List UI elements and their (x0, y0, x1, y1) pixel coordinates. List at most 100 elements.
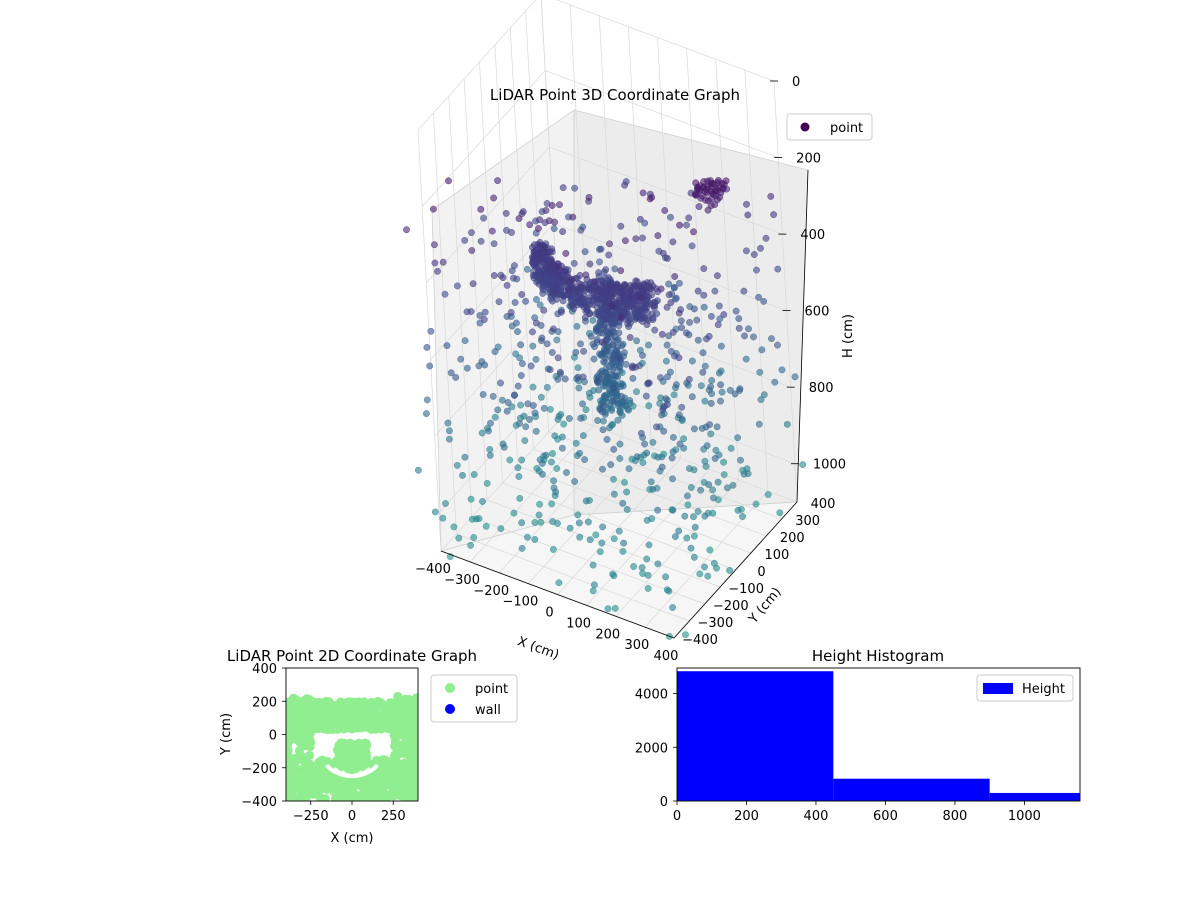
data-point (529, 402, 537, 409)
point-2d (404, 778, 414, 788)
data-point (453, 282, 461, 290)
data-point (665, 280, 673, 288)
data-point (459, 471, 466, 479)
data-point (621, 181, 629, 189)
data-point (597, 245, 605, 253)
data-point (614, 336, 622, 343)
data-point (575, 519, 583, 527)
data-point (599, 426, 607, 434)
data-point (604, 605, 612, 613)
data-point (574, 511, 582, 519)
data-point (560, 276, 568, 284)
data-point (709, 509, 717, 517)
grid-line (417, 0, 775, 131)
x-tick-label: −300 (444, 573, 480, 588)
data-point (734, 506, 742, 514)
data-point (723, 484, 731, 492)
chart-2d-ylabel: Y (cm) (219, 713, 234, 756)
chart-2d-legend: point wall (430, 674, 518, 723)
data-point (639, 189, 647, 197)
data-point (634, 287, 642, 295)
point-2d (286, 714, 291, 724)
data-point (593, 377, 601, 385)
legend-marker-point (800, 122, 810, 132)
data-point (675, 279, 683, 287)
point-2d (412, 693, 418, 703)
y-tick-label: 2000 (635, 741, 668, 756)
data-point (750, 333, 757, 341)
data-point (774, 265, 782, 273)
data-point (461, 236, 469, 244)
data-point (522, 297, 530, 305)
y-tick-label: 100 (764, 548, 789, 563)
data-point (602, 365, 610, 373)
data-point (645, 541, 653, 549)
y-tick-label: 400 (811, 497, 836, 512)
legend-label-height: Height (1022, 682, 1065, 697)
data-point (527, 362, 535, 370)
data-point (579, 432, 587, 440)
data-point (518, 291, 526, 298)
data-point (663, 586, 671, 594)
data-point (778, 366, 786, 374)
data-point (610, 445, 618, 453)
data-point (551, 218, 559, 226)
data-point (516, 494, 524, 502)
data-point (587, 332, 595, 340)
data-point (714, 321, 722, 329)
data-point (598, 539, 606, 547)
data-point (680, 435, 688, 443)
grid-line (433, 112, 457, 535)
data-point (498, 396, 506, 404)
data-point (675, 354, 683, 362)
point-2d (406, 795, 416, 801)
point-2d (399, 742, 409, 752)
point-2d (294, 735, 304, 745)
data-point (485, 427, 492, 435)
data-point (664, 373, 671, 381)
data-point (423, 343, 431, 351)
data-point (642, 392, 650, 400)
data-point (554, 375, 562, 383)
data-point (734, 434, 742, 442)
point-2d (376, 791, 386, 801)
data-point (690, 553, 698, 561)
data-point (714, 478, 722, 486)
data-point (718, 388, 726, 396)
chart-2d: −250 0 250 −400 −200 0 200 400 LiDAR Point 2D C… (219, 647, 518, 846)
data-point (576, 449, 584, 457)
data-point (572, 439, 580, 447)
grid-line (569, 4, 594, 426)
ticks-3d: −400−300−200−1000100200300400−400−300−20… (415, 75, 846, 664)
data-point (518, 360, 526, 368)
data-point (550, 484, 558, 492)
data-point (548, 202, 556, 209)
data-point (423, 396, 431, 404)
data-point (633, 453, 641, 461)
data-point (665, 332, 673, 340)
data-point (569, 213, 577, 221)
data-point (700, 303, 708, 311)
data-point (645, 379, 653, 387)
data-point (549, 450, 556, 457)
data-point (517, 341, 525, 349)
data-point (694, 508, 702, 515)
data-point (622, 360, 630, 368)
data-point (621, 237, 629, 245)
data-point (637, 429, 645, 437)
data-point (727, 444, 735, 452)
data-point (605, 251, 613, 259)
data-point (663, 303, 671, 311)
data-point (667, 299, 675, 307)
point-2d (407, 725, 417, 735)
data-point (452, 373, 460, 381)
data-point (573, 322, 581, 330)
point-2d (342, 708, 352, 718)
data-point (490, 272, 498, 279)
data-point (696, 570, 704, 578)
data-point (546, 366, 554, 374)
data-point (558, 444, 566, 452)
point-2d (398, 697, 408, 707)
data-point (617, 222, 625, 230)
data-point (677, 317, 685, 325)
